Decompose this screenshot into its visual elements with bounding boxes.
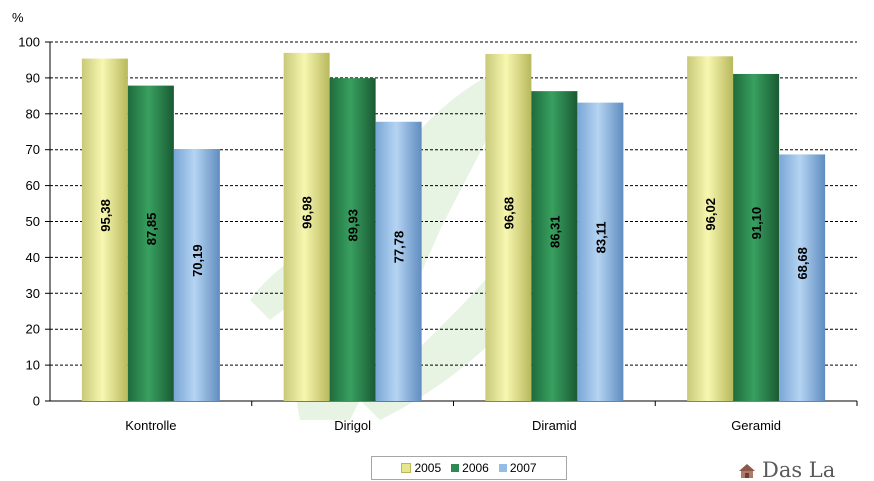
bar-2005-geramid	[687, 56, 734, 401]
legend-swatch-2005	[401, 463, 412, 473]
data-label: 68,68	[795, 247, 810, 280]
data-label: 95,38	[98, 199, 113, 232]
data-label: 96,02	[703, 198, 718, 231]
y-tick-label: 30	[26, 286, 40, 301]
bar-2006-kontrolle	[127, 85, 174, 401]
house-icon	[739, 463, 755, 478]
bar-2007-dirigol	[375, 121, 422, 401]
legend-label-2007: 2007	[509, 461, 537, 475]
x-tick-label: Kontrolle	[125, 418, 176, 433]
x-tick-label: Dirigol	[334, 418, 371, 433]
bar-2007-geramid	[779, 154, 826, 401]
bars	[81, 52, 826, 402]
publisher-logo: Das La	[738, 460, 874, 481]
bar-2007-kontrolle	[173, 149, 220, 401]
y-tick-label: 90	[26, 70, 40, 85]
bar-2005-diramid	[485, 53, 532, 402]
data-labels: 95,38 87,85 70,19 96,98 89,93 77,78 96,68 86,31…	[98, 196, 810, 279]
data-label: 89,93	[346, 209, 361, 242]
legend-swatch-2006	[451, 464, 460, 472]
legend-item-2005: 2005	[401, 461, 441, 475]
legend-item-2007: 2007	[498, 461, 537, 475]
bar-2006-diramid	[531, 91, 578, 402]
x-tick-label: Diramid	[532, 418, 577, 433]
y-tick-label: 40	[26, 250, 40, 265]
data-label: 77,78	[392, 231, 407, 264]
y-axis-label: %	[12, 10, 24, 25]
data-label: 87,85	[144, 213, 159, 246]
data-label: 86,31	[547, 215, 562, 248]
bar-2007-diramid	[577, 102, 624, 401]
data-label: 83,11	[593, 222, 608, 254]
legend-swatch-2007	[498, 464, 507, 472]
legend-label-2005: 2005	[414, 461, 442, 475]
y-tick-label: 0	[33, 394, 40, 409]
bar-2006-dirigol	[329, 78, 376, 401]
bar-2005-dirigol	[283, 52, 330, 402]
data-label: 91,10	[749, 207, 764, 240]
y-tick-label: 100	[18, 35, 40, 50]
legend: 2005 2006 2007	[371, 456, 567, 480]
x-tick-label: Geramid	[731, 418, 781, 433]
data-label: 96,68	[501, 197, 516, 230]
logo-text: Das La	[762, 460, 836, 481]
legend-label-2006: 2006	[462, 461, 489, 475]
y-tick-label: 20	[26, 322, 40, 337]
axes: 0 10 20 30 40 50 60 70 80 90 100% Kontrolle Dirigol D…	[12, 10, 858, 433]
legend-item-2006: 2006	[451, 461, 489, 475]
y-tick-label: 10	[26, 358, 40, 373]
y-tick-label: 70	[26, 142, 40, 157]
y-tick-label: 80	[26, 106, 40, 121]
y-tick-label: 60	[26, 178, 40, 193]
data-label: 70,19	[190, 244, 205, 277]
data-label: 96,98	[300, 196, 315, 229]
bar-2006-geramid	[733, 73, 780, 402]
bar-2005-kontrolle	[81, 58, 128, 401]
y-tick-label: 50	[26, 214, 40, 229]
